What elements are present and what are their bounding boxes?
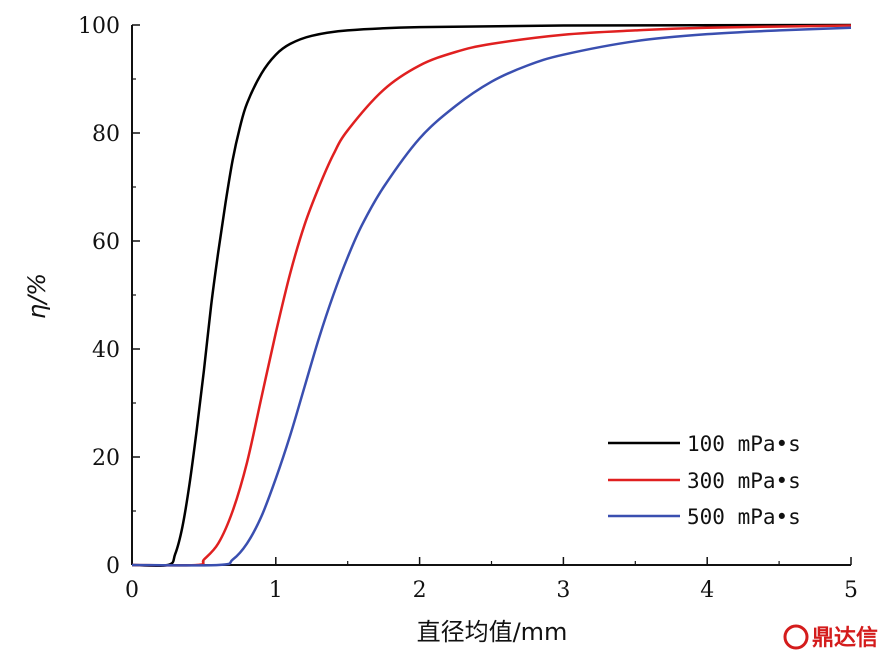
y-tick-label: 20 <box>92 446 120 471</box>
legend-label-100: 100 mPa•s <box>687 432 801 456</box>
legend-label-300: 300 mPa•s <box>687 469 801 493</box>
y-tick-label: 100 <box>78 14 120 39</box>
series-line-2 <box>131 26 852 567</box>
x-tick-label: 0 <box>125 578 139 603</box>
watermark-label: 鼎达信 <box>812 625 878 651</box>
watermark-logo: 鼎达信 <box>783 624 878 651</box>
y-tick-label: 0 <box>106 554 120 579</box>
series-line-0 <box>131 23 852 568</box>
y-tick-label: 80 <box>92 122 120 147</box>
x-tick-label: 2 <box>413 578 427 603</box>
x-tick-label: 4 <box>700 578 714 603</box>
series-line-1 <box>131 24 852 567</box>
y-tick-label: 60 <box>92 230 120 255</box>
x-tick-label: 3 <box>556 578 570 603</box>
y-axis-title: η/% <box>23 273 51 319</box>
legend-label-500: 500 mPa•s <box>687 505 801 529</box>
y-tick-label: 40 <box>92 338 120 363</box>
series-layer <box>131 23 852 568</box>
axes: 0 1 2 3 4 5 0 20 40 60 80 100 <box>78 14 858 603</box>
legend: 100 mPa•s 300 mPa•s 500 mPa•s <box>608 432 801 529</box>
x-tick-label: 1 <box>269 578 283 603</box>
x-axis-title: 直径均值/mm <box>417 618 568 646</box>
watermark-icon <box>783 624 809 650</box>
x-tick-label: 5 <box>844 578 858 603</box>
